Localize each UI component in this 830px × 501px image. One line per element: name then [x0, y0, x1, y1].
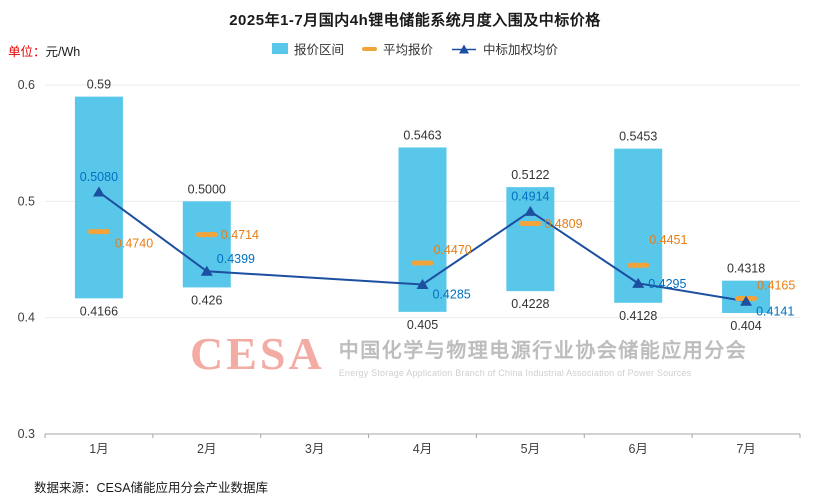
bar-high-label: 0.5453: [619, 130, 657, 144]
x-tick-label: 2月: [197, 442, 216, 456]
weighted-avg-label: 0.4285: [433, 288, 471, 302]
bar-high-label: 0.5000: [188, 182, 226, 196]
bar-high-label: 0.5122: [511, 168, 549, 182]
weighted-avg-marker: [416, 279, 429, 290]
y-tick-label: 0.6: [18, 78, 35, 92]
y-tick-label: 0.4: [18, 311, 35, 325]
unit-label: 单位：元/Wh: [8, 41, 80, 60]
chart-plot-area: 0.3 0.4 0.5 0.6 1月 2月 3月 4月 5月 6月 7月 0.59 0.4166 0.50…: [18, 78, 801, 456]
weighted-avg-marker: [524, 205, 537, 216]
avg-quote-label: 0.4809: [544, 217, 582, 231]
x-tick-label: 1月: [89, 442, 108, 456]
avg-quote-marker: [411, 260, 434, 266]
weighted-avg-marker: [632, 277, 645, 288]
dash-swatch-icon: [361, 46, 377, 51]
data-source-note: 数据来源：CESA储能应用分会产业数据库: [34, 481, 269, 495]
range-bar: [506, 187, 555, 292]
avg-quote-marker: [87, 229, 110, 235]
unit-value: 元/Wh: [45, 45, 81, 59]
bar-low-label: 0.4166: [80, 304, 118, 318]
legend-label-weighted-avg: 中标加权均价: [483, 43, 559, 57]
x-tick-label: 5月: [521, 442, 540, 456]
weighted-avg-marker: [740, 295, 753, 306]
weighted-avg-label: 0.5080: [80, 170, 118, 184]
x-tick-label: 7月: [736, 442, 755, 456]
bar-low-label: 0.4128: [619, 309, 657, 323]
bar-swatch-icon: [271, 43, 288, 54]
legend-triangle: [459, 44, 469, 53]
weighted-avg-label: 0.4295: [648, 277, 686, 291]
weighted-avg-label: 0.4914: [511, 189, 549, 203]
y-tick-label: 0.5: [18, 194, 35, 208]
bar-high-label: 0.4318: [727, 262, 765, 276]
x-tick-label: 3月: [305, 442, 324, 456]
chart-title: 2025年1-7月国内4h锂电储能系统月度入围及中标价格: [229, 12, 601, 29]
avg-quote-label: 0.4451: [649, 233, 687, 247]
range-bar: [74, 96, 123, 299]
weighted-avg-label: 0.4399: [217, 252, 255, 266]
legend-item-weighted-avg: 中标加权均价: [451, 39, 558, 58]
weighted-avg-marker: [200, 265, 213, 276]
avg-quote-label: 0.4740: [115, 237, 153, 251]
range-bar: [614, 148, 663, 303]
line-triangle-swatch-icon: [451, 43, 477, 55]
legend-label-quote-range: 报价区间: [293, 43, 344, 57]
bar-low-label: 0.405: [407, 318, 438, 332]
weighted-avg-label: 0.4141: [756, 304, 794, 318]
bar-high-label: 0.59: [87, 78, 111, 92]
legend: 报价区间 平均报价 中标加权均价: [0, 39, 830, 58]
avg-quote-marker: [519, 221, 542, 227]
bar-low-label: 0.404: [730, 319, 761, 333]
avg-quote-marker: [195, 232, 218, 238]
unit-prefix: 单位：: [8, 45, 46, 59]
bar-high-label: 0.5463: [403, 128, 441, 142]
x-tick-label: 4月: [413, 442, 432, 456]
legend-label-avg-quote: 平均报价: [382, 43, 433, 57]
bar-low-label: 0.426: [191, 293, 222, 307]
avg-quote-label: 0.4714: [221, 228, 259, 242]
avg-quote-marker: [627, 262, 650, 268]
x-tick-label: 6月: [628, 442, 647, 456]
legend-item-quote-range: 报价区间: [271, 39, 344, 58]
weighted-avg-line: [98, 191, 747, 303]
bar-low-label: 0.4228: [511, 297, 549, 311]
legend-item-avg-quote: 平均报价: [361, 39, 433, 58]
weighted-avg-marker: [92, 186, 105, 197]
avg-quote-label: 0.4470: [434, 243, 472, 257]
y-tick-label: 0.3: [18, 427, 35, 441]
avg-quote-label: 0.4165: [757, 278, 795, 292]
